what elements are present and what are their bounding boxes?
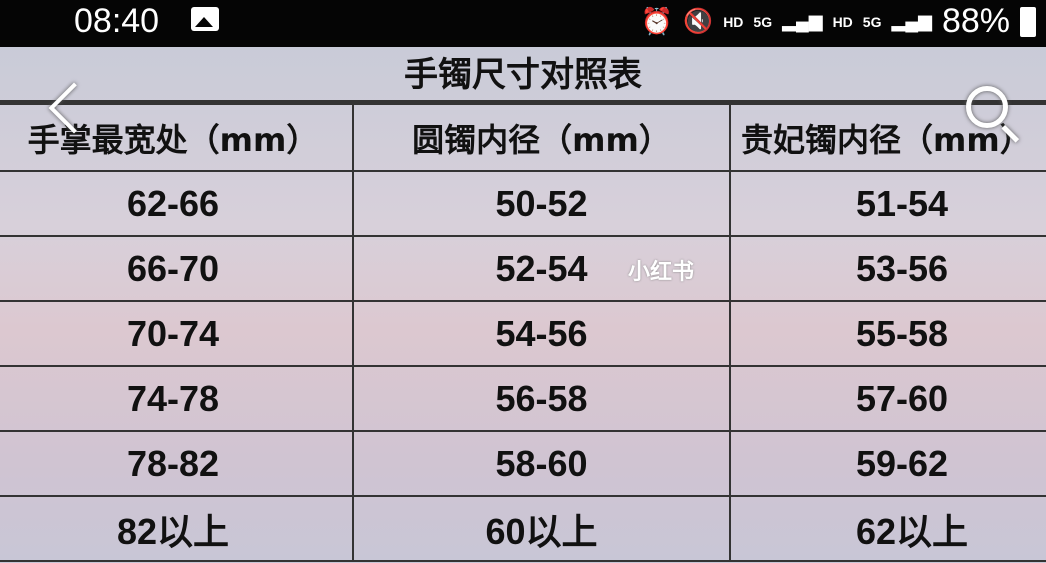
table-row: 66-70 52-54 53-56 (0, 235, 1046, 302)
header-cell: 圆镯内径（mm） (352, 103, 731, 172)
table-cell: 52-54 (352, 235, 731, 302)
network-label: 5G (862, 13, 882, 30)
size-table: 手掌最宽处（mm） 圆镯内径（mm） 贵妃镯内径（mm） 62-66 50-52 5… (0, 103, 1046, 562)
table-cell: 62-66 (0, 170, 354, 237)
table-cell: 51-54 (729, 170, 1046, 237)
table-row: 82以上 60以上 62以上 (0, 495, 1046, 562)
table-cell: 55-58 (729, 300, 1046, 367)
table-row: 74-78 56-58 57-60 (0, 365, 1046, 432)
image-viewer: 手镯尺寸对照表 手掌最宽处（mm） 圆镯内径（mm） 贵妃镯内径（mm） 62-… (0, 47, 1046, 563)
status-bar: 08:40 ⏰ 🔇 HD 5G ▂▄▆ HD 5G ▂▄▆ 88% (0, 0, 1046, 47)
table-cell: 53-56 (729, 235, 1046, 302)
search-icon[interactable] (966, 86, 1008, 128)
table-cell: 50-52 (352, 170, 731, 237)
header-cell: 手掌最宽处（mm） (0, 103, 354, 172)
table-cell: 78-82 (0, 430, 354, 497)
table-row: 70-74 54-56 55-58 (0, 300, 1046, 367)
mute-icon: 🔇 (683, 8, 714, 35)
network-label: 5G (753, 13, 773, 30)
gallery-icon (191, 7, 219, 31)
table-cell: 82以上 (0, 495, 354, 562)
signal-icon: ▂▄▆ (891, 11, 932, 31)
table-cell: 59-62 (729, 430, 1046, 497)
hd-label: HD (832, 13, 853, 30)
table-cell: 58-60 (352, 430, 731, 497)
table-cell: 57-60 (729, 365, 1046, 432)
battery-percent: 88% (941, 2, 1010, 40)
alarm-icon: ⏰ (640, 6, 674, 36)
table-cell: 70-74 (0, 300, 354, 367)
battery-icon (1020, 6, 1036, 37)
table-cell: 62以上 (729, 495, 1046, 562)
table-cell: 66-70 (0, 235, 354, 302)
table-row: 78-82 58-60 59-62 (0, 430, 1046, 497)
table-row: 62-66 50-52 51-54 (0, 170, 1046, 237)
watermark: 小红书 (628, 260, 695, 285)
table-title: 手镯尺寸对照表 (0, 47, 1046, 103)
table-cell: 60以上 (352, 495, 731, 562)
table-cell: 54-56 (352, 300, 731, 367)
signal-icon: ▂▄▆ (782, 11, 823, 31)
status-time: 08:40 (74, 2, 160, 40)
table-cell: 56-58 (352, 365, 731, 432)
hd-label: HD (723, 13, 744, 30)
table-cell: 74-78 (0, 365, 354, 432)
table-header-row: 手掌最宽处（mm） 圆镯内径（mm） 贵妃镯内径（mm） (0, 103, 1046, 172)
